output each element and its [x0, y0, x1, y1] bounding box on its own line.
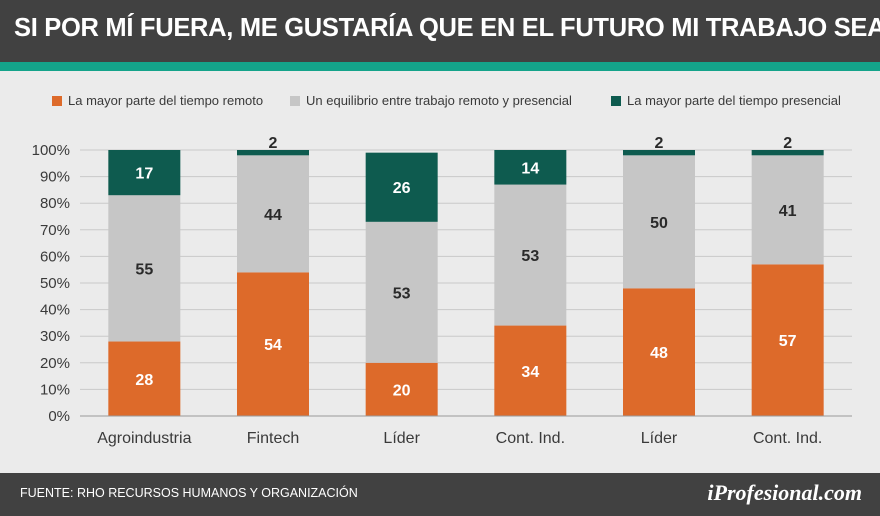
bar-segment-remote: [365, 362, 438, 416]
bar-segment-balance: [751, 155, 824, 265]
data-label: 41: [779, 203, 797, 220]
data-label: 48: [650, 345, 668, 362]
accent-stripe: [0, 62, 880, 71]
bar-segment-balance: [108, 195, 181, 342]
x-tick-label: Líder: [641, 430, 678, 447]
y-tick-label: 50%: [40, 275, 70, 292]
header-bar: SI POR MÍ FUERA, ME GUSTARÍA QUE EN EL F…: [0, 0, 880, 62]
data-label: 2: [269, 135, 278, 152]
y-tick-label: 10%: [40, 381, 70, 398]
bar-segment-presencial: [623, 150, 695, 156]
source-note: FUENTE: RHO RECURSOS HUMANOS Y ORGANIZAC…: [20, 486, 358, 500]
y-tick-label: 70%: [40, 222, 70, 239]
data-label: 57: [779, 333, 797, 350]
data-label: 26: [393, 180, 411, 197]
legend-swatch-balance: [290, 96, 300, 106]
legend-label-balance: Un equilibrio entre trabajo remoto y pre…: [306, 93, 572, 108]
data-label: 20: [393, 382, 411, 399]
bar-segment-remote: [623, 288, 695, 416]
data-label: 2: [655, 135, 664, 152]
legend-swatch-remote: [52, 96, 62, 106]
footer-bar: FUENTE: RHO RECURSOS HUMANOS Y ORGANIZAC…: [0, 473, 880, 516]
brand-logo: iProfesional.com: [707, 480, 862, 505]
bar-segment-remote: [494, 325, 567, 416]
data-label: 28: [135, 372, 153, 389]
bar-segment-remote: [108, 341, 181, 416]
y-tick-label: 60%: [40, 248, 70, 265]
bar-segment-remote: [237, 272, 309, 416]
stacked-bar-chart: 0% 10% 20% 30% 40% 50% 60% 70% 80% 90% 100% 28 55 17 A…: [32, 135, 852, 447]
bar-segment-presencial: [108, 150, 181, 196]
y-tick-label: 20%: [40, 355, 70, 372]
data-label: 34: [521, 364, 539, 381]
bar-segment-presencial: [494, 150, 567, 185]
x-tick-label: Líder: [383, 430, 420, 447]
bar-segment-balance: [494, 184, 567, 326]
data-label: 44: [264, 207, 282, 224]
bar-segment-remote: [751, 264, 824, 416]
legend-label-remote: La mayor parte del tiempo remoto: [68, 93, 264, 108]
y-tick-label: 100%: [32, 142, 70, 159]
legend-swatch-presencial: [611, 96, 621, 106]
bar-segment-balance: [623, 155, 695, 289]
data-label: 2: [783, 135, 792, 152]
data-label: 53: [521, 248, 539, 265]
x-tick-label: Cont. Ind.: [496, 430, 565, 447]
y-tick-label: 90%: [40, 169, 70, 186]
legend-label-presencial: La mayor parte del tiempo presencial: [627, 93, 841, 108]
y-tick-label: 40%: [40, 302, 70, 319]
data-label: 54: [264, 337, 282, 354]
data-label: 14: [521, 160, 539, 177]
data-label: 50: [650, 215, 668, 232]
bar-segment-presencial: [365, 152, 438, 222]
y-tick-label: 0%: [48, 408, 70, 425]
bar-segment-balance: [365, 221, 438, 363]
y-tick-label: 80%: [40, 195, 70, 212]
x-tick-label: Agroindustria: [97, 430, 191, 447]
bar-segment-presencial: [751, 150, 824, 156]
y-tick-label: 30%: [40, 328, 70, 345]
data-label: 53: [393, 285, 411, 302]
x-tick-label: Fintech: [247, 430, 299, 447]
chart-title: SI POR MÍ FUERA, ME GUSTARÍA QUE EN EL F…: [14, 14, 880, 42]
bar-segment-balance: [237, 155, 309, 273]
x-tick-label: Cont. Ind.: [753, 430, 822, 447]
data-label: 17: [135, 166, 153, 183]
data-label: 55: [135, 261, 153, 278]
legend: La mayor parte del tiempo remoto Un equi…: [0, 91, 880, 111]
bar-segment-presencial: [237, 150, 309, 156]
